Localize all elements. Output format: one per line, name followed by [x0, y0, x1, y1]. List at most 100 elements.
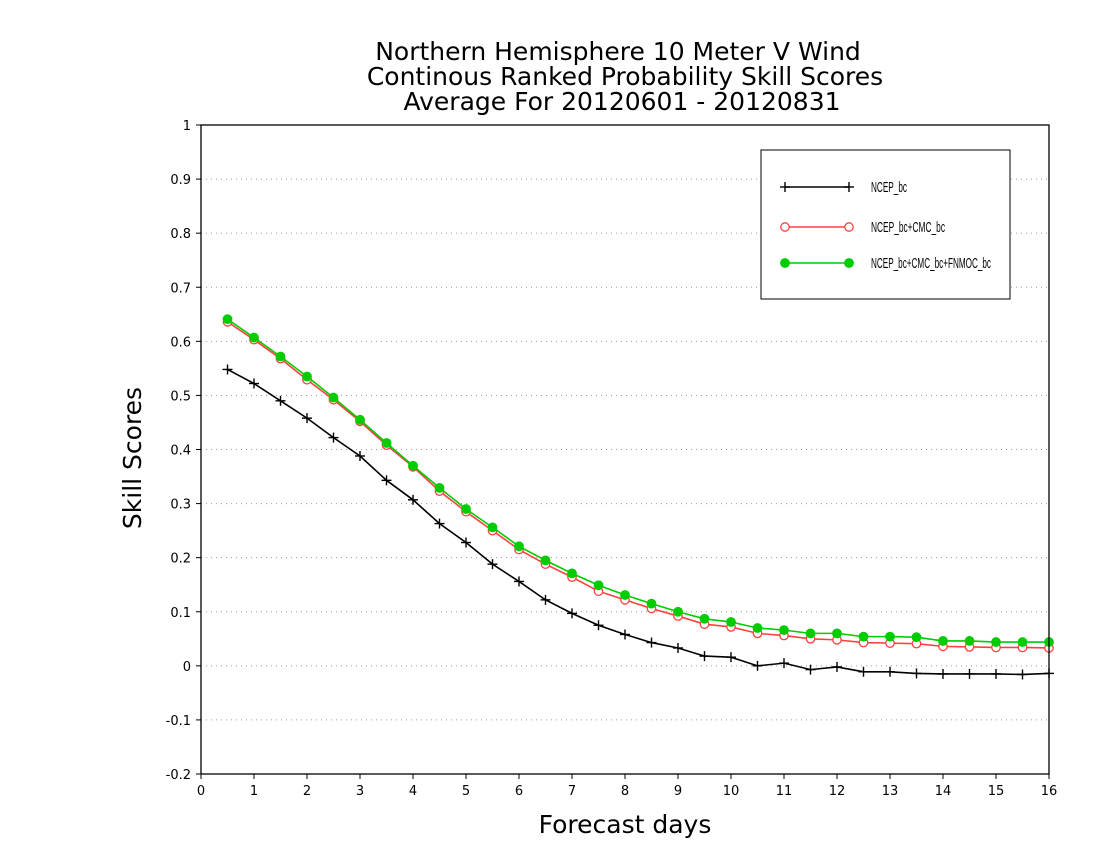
series-3 — [222, 314, 1054, 647]
legend-label: NCEP_bc — [871, 179, 907, 196]
series-3-point — [964, 636, 975, 646]
series-1-point — [408, 494, 418, 505]
series-1-point — [620, 629, 630, 640]
series-3-point — [726, 617, 736, 627]
y-tick-label: 0.4 — [170, 444, 191, 459]
series-1-point — [805, 664, 816, 675]
legend-marker-right — [844, 182, 854, 192]
x-tick-label: 15 — [988, 784, 1005, 799]
series-3-point — [699, 613, 710, 624]
series-3-point — [1017, 637, 1028, 647]
legend-marker-left — [780, 258, 790, 268]
y-tick-label: 0.6 — [170, 335, 191, 350]
series-1-point — [646, 637, 657, 648]
series-3-point — [461, 504, 471, 514]
x-tick-label: 8 — [621, 784, 629, 799]
title-line-3: Average For 20120601 - 20120831 — [403, 87, 840, 116]
legend-box — [760, 149, 1011, 300]
x-tick-label: 11 — [776, 784, 793, 799]
series-3-point — [249, 332, 259, 343]
series-1-point — [222, 364, 233, 375]
legend-marker-left — [780, 182, 790, 192]
y-tick-label: 0.5 — [170, 389, 191, 404]
series-3-point — [885, 631, 895, 642]
y-tick-label: -0.2 — [166, 768, 191, 783]
series-1-point — [726, 652, 736, 663]
x-tick-label: 4 — [409, 784, 417, 799]
series-1-point — [275, 395, 286, 406]
series-3-point — [805, 628, 816, 639]
series-3-point — [646, 598, 657, 609]
plot-frame — [200, 124, 1050, 775]
series-1-point — [673, 642, 683, 653]
y-tick-label: 0.2 — [170, 552, 191, 567]
series-1-point — [699, 651, 710, 662]
series-1-point — [328, 432, 339, 443]
axis-ticks: -0.2-0.100.10.20.30.40.50.60.70.80.910 1 2… — [166, 119, 1058, 799]
series-3-point — [991, 637, 1001, 647]
series-1-point — [355, 450, 365, 461]
y-tick-label: 1 — [183, 119, 191, 134]
y-tick-label: 0.7 — [170, 281, 191, 296]
series-3-point — [540, 555, 551, 566]
x-tick-label: 1 — [250, 784, 258, 799]
legend: NCEP_bc NCEP_bc+CMC_bc NCEP_bc+CMC_bc+FNMO… — [760, 149, 1011, 300]
legend-label: NCEP_bc+CMC_bc+FNMOC_bc — [871, 255, 991, 272]
legend-marker-right — [844, 258, 854, 268]
series-1-point — [302, 413, 312, 424]
series-3-line — [227, 318, 1049, 643]
series-3-point — [858, 631, 869, 642]
series-3-point — [673, 606, 683, 617]
series-layer — [222, 314, 1054, 680]
series-3-point — [487, 522, 498, 533]
series-1-point — [964, 668, 975, 679]
series-1-point — [540, 594, 551, 605]
x-axis-title: Forecast days — [539, 810, 712, 839]
series-1-point — [911, 668, 922, 679]
series-1-line — [227, 368, 1050, 676]
x-tick-label: 7 — [568, 784, 576, 799]
series-3-point — [620, 590, 630, 600]
x-tick-label: 2 — [303, 784, 311, 799]
series-1-point — [514, 576, 524, 587]
series-1-point — [381, 475, 392, 486]
series-3-point — [911, 632, 922, 643]
series-3-point — [434, 482, 445, 493]
series-1-point — [567, 608, 577, 619]
series-3-point — [302, 371, 312, 382]
series-3-point — [328, 392, 339, 403]
series-3-point — [222, 314, 233, 325]
x-tick-label: 6 — [515, 784, 523, 799]
series-2 — [222, 317, 1054, 653]
x-tick-label: 3 — [356, 784, 364, 799]
series-1-point — [858, 666, 869, 677]
series-3-point — [408, 460, 418, 471]
series-1-point — [1017, 669, 1028, 680]
x-tick-label: 9 — [674, 784, 682, 799]
y-axis-title: Skill Scores — [118, 387, 147, 529]
series-1-point — [752, 660, 763, 671]
y-tick-label: -0.1 — [166, 714, 191, 729]
series-1-point — [434, 518, 445, 529]
series-1-point — [938, 668, 948, 679]
y-tick-label: 0.1 — [170, 606, 191, 621]
y-tick-label: 0.3 — [170, 498, 191, 513]
series-3-point — [938, 636, 948, 646]
x-tick-label: 12 — [829, 784, 846, 799]
y-tick-label: 0 — [183, 660, 191, 675]
series-1 — [222, 364, 1054, 680]
series-3-point — [275, 351, 286, 362]
series-1-point — [779, 658, 789, 669]
series-1-point — [461, 537, 471, 548]
series-3-point — [593, 580, 604, 591]
x-tick-label: 5 — [462, 784, 470, 799]
series-1-point — [832, 661, 842, 672]
series-3-point — [381, 438, 392, 448]
series-3-point — [355, 414, 365, 425]
legend-marker-left — [780, 222, 790, 232]
series-1-point — [885, 666, 895, 677]
chart-title: Northern Hemisphere 10 Meter V Wind Cont… — [367, 37, 883, 116]
x-tick-label: 16 — [1041, 784, 1058, 799]
series-3-point — [779, 625, 789, 636]
